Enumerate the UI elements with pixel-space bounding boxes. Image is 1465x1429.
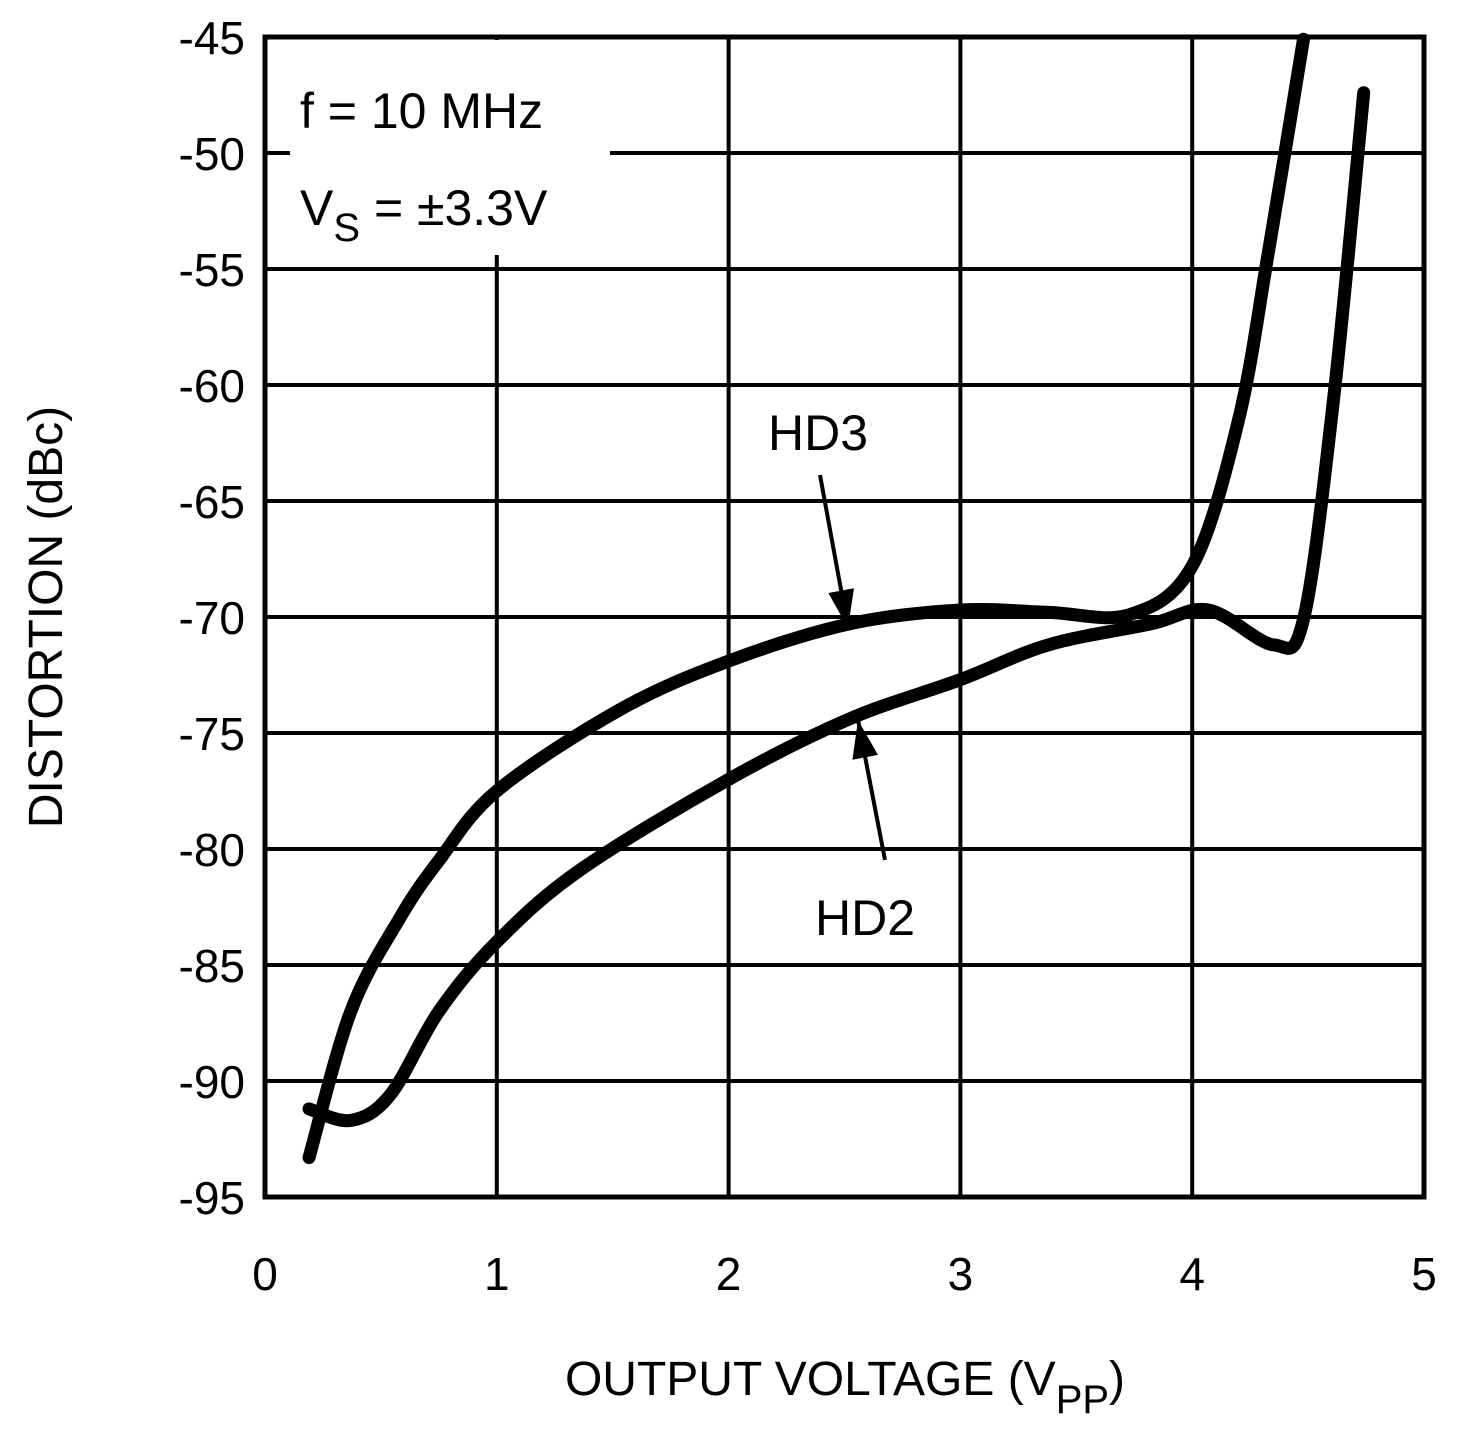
- hd2-label: HD2: [815, 890, 915, 946]
- arrows: [818, 474, 887, 861]
- y-tick-label: -70: [179, 592, 245, 644]
- y-tick-label: -65: [179, 476, 245, 528]
- series-line-hd2: [302, 86, 1371, 1128]
- y-tick-label: -50: [179, 128, 245, 180]
- x-tick-label: 0: [252, 1248, 278, 1300]
- y-axis-title: DISTORTION (dBc): [20, 406, 73, 828]
- y-tick-label: -80: [179, 824, 245, 876]
- x-axis-title: OUTPUT VOLTAGE (VPP): [565, 1353, 1125, 1422]
- series-group: [302, 32, 1371, 1165]
- x-tick-label: 3: [948, 1248, 974, 1300]
- x-tick-label: 4: [1179, 1248, 1205, 1300]
- x-tick-label: 1: [484, 1248, 510, 1300]
- hd2-arrow-head: [852, 720, 878, 760]
- plot-frame: [262, 34, 1427, 1200]
- y-tick-label: -60: [179, 360, 245, 412]
- y-tick-label: -90: [179, 1056, 245, 1108]
- y-tick-label: -75: [179, 708, 245, 760]
- annotation-supply: VS = ±3.3V: [300, 180, 548, 250]
- y-tick-label: -45: [179, 12, 245, 64]
- y-tick-label: -95: [179, 1172, 245, 1224]
- hd3-label: HD3: [768, 405, 868, 461]
- y-tick-label: -85: [179, 940, 245, 992]
- annotation-box: [290, 40, 610, 255]
- hd3-arrow-head: [828, 588, 854, 628]
- annotation-frequency: f = 10 MHz: [300, 83, 543, 139]
- series-line-hd3: [302, 32, 1310, 1165]
- grid: [262, 34, 1427, 1200]
- tick-labels: 0 1 2 3 4 5 -45 -50 -55 -60 -65 -70 -75 -80 -85 -90 -95: [179, 12, 1437, 1300]
- y-tick-label: -55: [179, 244, 245, 296]
- x-tick-label: 2: [716, 1248, 742, 1300]
- x-tick-label: 5: [1411, 1248, 1437, 1300]
